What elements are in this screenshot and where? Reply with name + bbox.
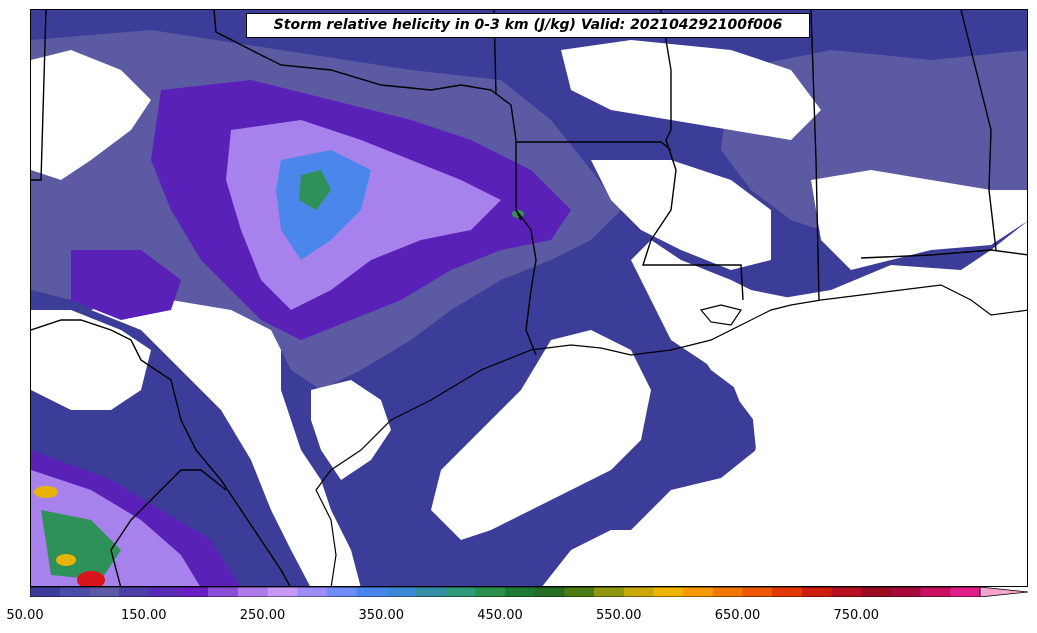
colorbar-segment [415,587,447,597]
colorbar-segment [30,587,61,597]
helicity-max-sw-3 [34,486,58,498]
colorbar-segment [742,587,773,597]
colorbar-tick-label: 150.00 [121,608,167,623]
colorbar-segment [178,587,209,597]
helicity-field-blue [276,150,371,260]
colorbar-segment [326,587,358,597]
no-data-region-gulf [552,290,1027,586]
helicity-field-green [299,170,331,210]
colorbar-segment [267,587,298,597]
colorbar-segment [445,587,476,597]
colorbar-segment [59,587,90,597]
colorbar-segment [831,587,862,597]
colorbar-segment [386,587,417,597]
colorbar-segment [623,587,654,597]
map-title: Storm relative helicity in 0-3 km (J/kg)… [246,13,810,38]
coastline [315,284,1027,586]
helicity-max-sw-1 [77,571,105,586]
colorbar-segment [890,587,922,597]
colorbar-segment [475,587,506,597]
colorbar-segment [920,587,951,597]
colorbar-extend-arrow [979,587,1029,597]
colorbar-tick-label: 650.00 [714,608,761,623]
colorbar-segment [297,587,328,597]
helicity-field-purple-2 [71,250,181,320]
no-data-region-gulf-2 [431,330,651,540]
colorbar-tick-label: 50.00 [6,608,44,623]
colorbar-tick-label: 250.00 [239,608,286,623]
colorbar-segment [208,587,239,597]
colorbar-segment [950,587,981,597]
colorbar-outline [30,587,981,597]
colorbar-segment [772,587,803,597]
helicity-max-sw-2 [56,554,76,566]
no-data-region-northwest [31,50,151,180]
colorbar-segment [564,587,595,597]
no-data-region-north [561,40,821,140]
no-data-region-west [31,310,151,410]
colorbar-segment [505,587,536,597]
colorbar-segment [148,587,179,597]
colorbar-segment [861,587,892,597]
colorbar-segment [237,587,268,597]
colorbar-segment [89,587,120,597]
colorbar-segment [653,587,684,597]
no-data-region-central [591,160,771,270]
colorbar-segment [801,587,833,597]
colorbar-segment [534,587,565,597]
map-panel [30,9,1028,587]
colorbar-segment [119,587,150,597]
colorbar-tick-label: 450.00 [477,608,523,623]
colorbar-segment [594,587,625,597]
colorbar-tick-label: 550.00 [596,608,642,623]
colorbar-tick-label: 750.00 [833,608,880,623]
colorbar-tick-label: 350.00 [358,608,405,623]
helicity-map [31,10,1027,586]
colorbar [30,587,1029,597]
state-borders [31,10,1027,586]
colorbar-segment [712,587,743,597]
no-data-region-east [811,170,1027,270]
colorbar-segment [683,587,714,597]
no-data-region-texas [311,380,391,480]
colorbar-segment [356,587,387,597]
